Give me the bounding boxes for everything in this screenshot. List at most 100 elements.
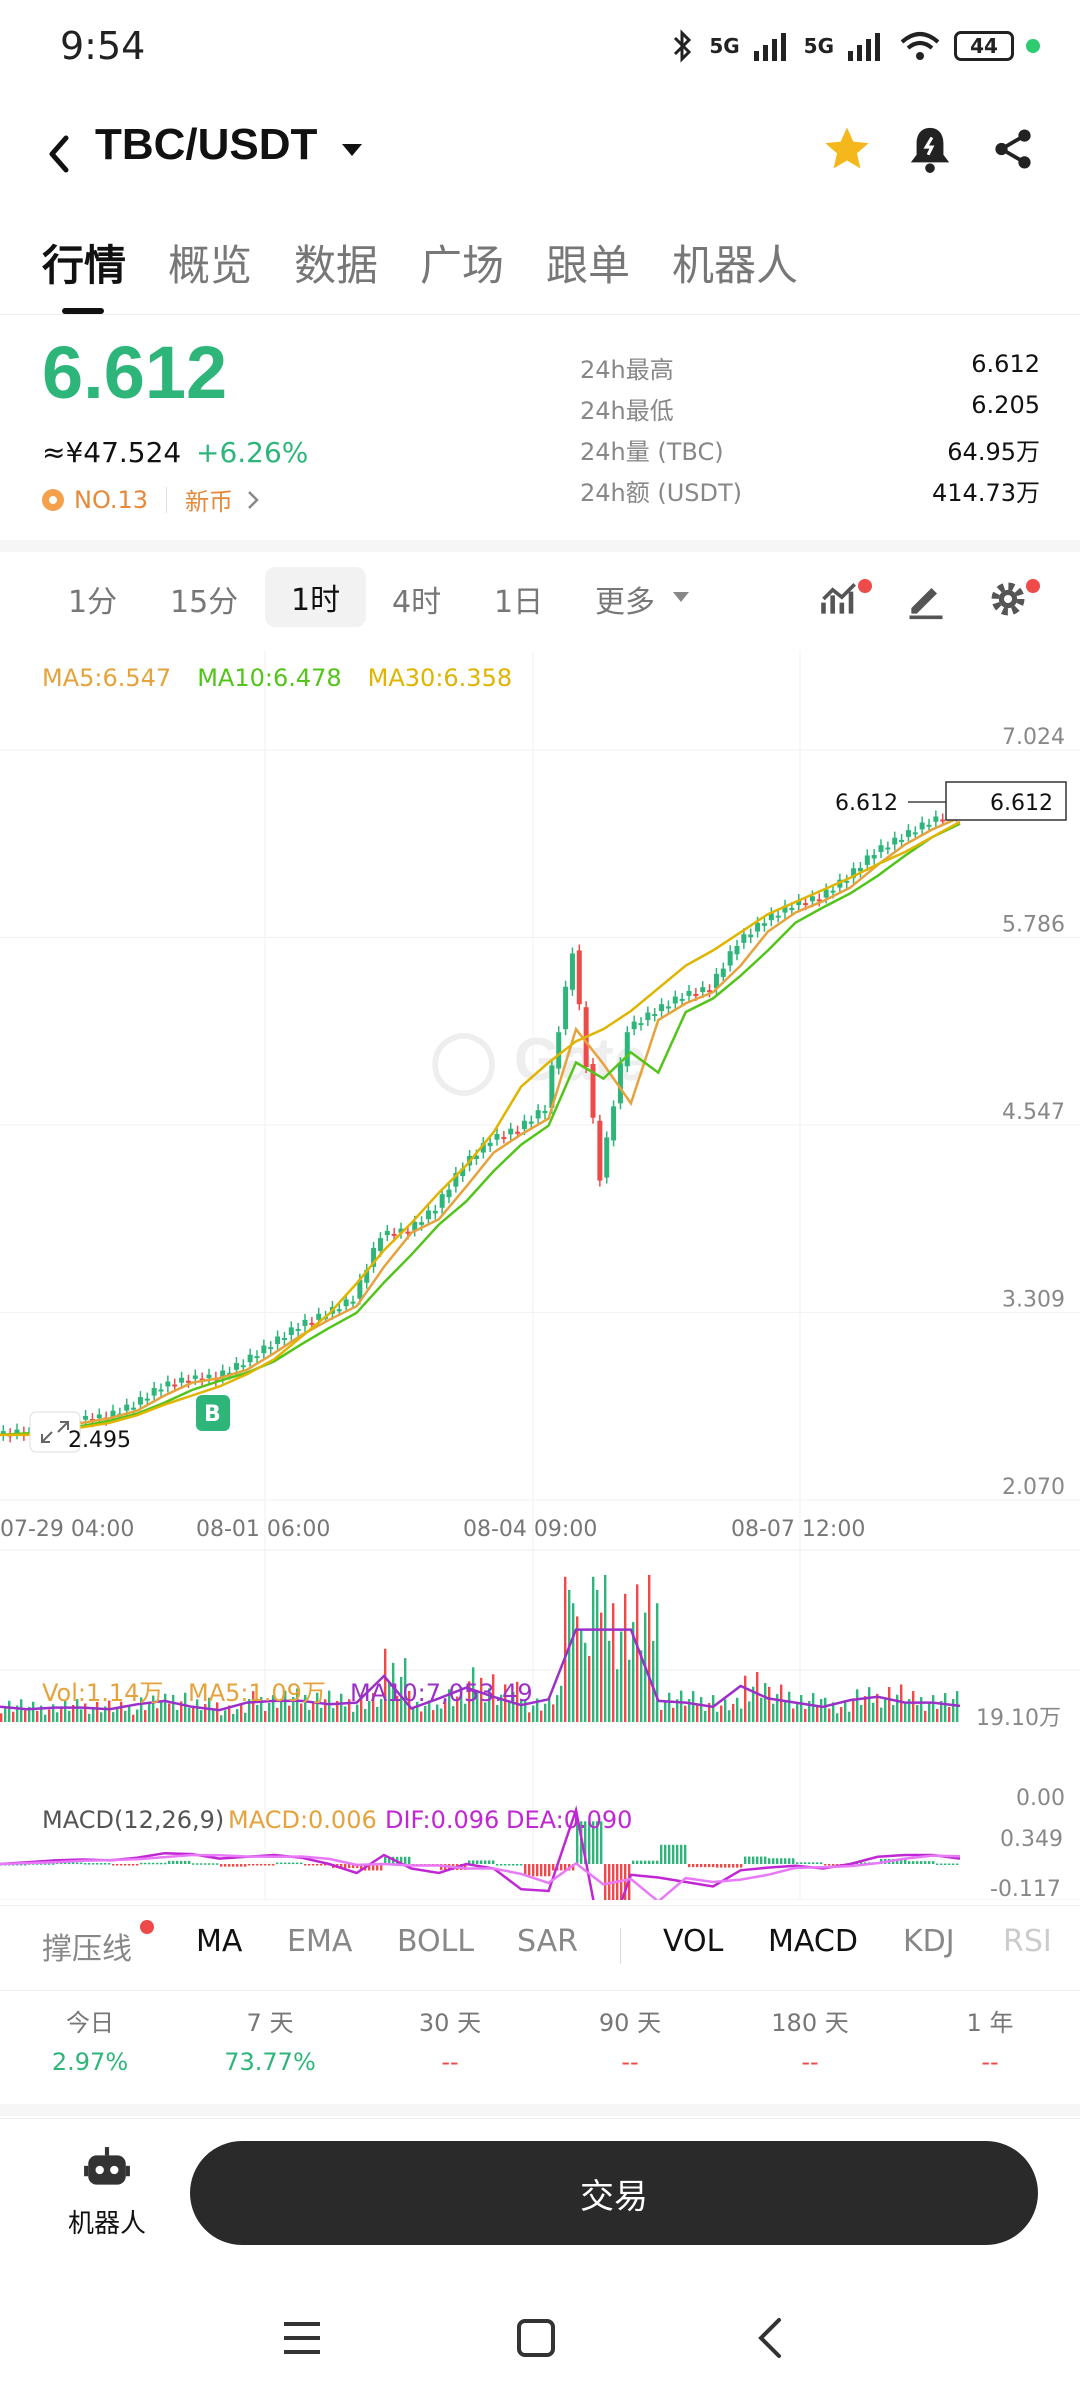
macd-histogram-bar bbox=[756, 1856, 759, 1864]
macd-histogram-bar bbox=[244, 1864, 247, 1867]
candle-body bbox=[206, 1374, 212, 1379]
macd-histogram-bar bbox=[472, 1860, 475, 1864]
candle-body bbox=[844, 880, 850, 883]
macd-histogram-bar bbox=[16, 1864, 19, 1866]
candle-body bbox=[247, 1354, 253, 1363]
timeframe-1h[interactable]: 1时 bbox=[265, 567, 367, 627]
macd-histogram-bar bbox=[116, 1864, 119, 1866]
macd-histogram-bar bbox=[732, 1864, 735, 1868]
kline-chart[interactable]: ◯ Gate 7.024 5.786 4.547 3.309 2.070 07-29 0… bbox=[0, 650, 1080, 1900]
volume-bar bbox=[356, 1704, 359, 1722]
caret-down-icon[interactable] bbox=[672, 591, 690, 603]
candle-body bbox=[851, 868, 857, 878]
volume-bar bbox=[528, 1712, 531, 1722]
candle-body bbox=[652, 1014, 658, 1017]
candle-body bbox=[823, 889, 829, 898]
macd-axis-max: 0.349 bbox=[1000, 1827, 1063, 1852]
y-tick-label: 7.024 bbox=[1002, 725, 1065, 750]
tab-overview[interactable]: 概览 bbox=[168, 241, 253, 290]
macd-histogram-bar bbox=[932, 1861, 935, 1864]
candle-body bbox=[741, 934, 747, 943]
volume-bar bbox=[716, 1711, 719, 1722]
volume-bar bbox=[196, 1699, 199, 1722]
candle-body bbox=[535, 1110, 541, 1119]
volume-bar bbox=[4, 1707, 7, 1722]
macd-histogram-bar bbox=[596, 1821, 599, 1864]
back-button[interactable] bbox=[40, 118, 100, 188]
tab-data[interactable]: 数据 bbox=[294, 241, 379, 290]
volume-bar bbox=[312, 1701, 315, 1722]
macd-histogram-bar bbox=[752, 1856, 755, 1864]
macd-histogram-bar bbox=[296, 1862, 299, 1865]
volume-bar bbox=[864, 1696, 867, 1722]
indicator-ma[interactable]: MA bbox=[196, 1924, 243, 1959]
candle-body bbox=[268, 1347, 274, 1350]
volume-bar bbox=[904, 1702, 907, 1722]
kline-chart-area[interactable]: MA5:6.547 MA10:6.478 MA30:6.358 ◯ Gate 7… bbox=[0, 650, 1080, 1900]
volume-bar bbox=[288, 1705, 291, 1722]
volume-bar bbox=[620, 1631, 623, 1722]
volume-bar bbox=[624, 1593, 627, 1722]
trade-button[interactable]: 交易 bbox=[190, 2141, 1038, 2245]
indicator-macd[interactable]: MACD bbox=[768, 1924, 858, 1959]
stat-key: 24h最高 bbox=[580, 356, 674, 384]
indicator-boll[interactable]: BOLL bbox=[397, 1924, 475, 1959]
macd-histogram-bar bbox=[104, 1863, 107, 1865]
candle-body bbox=[165, 1381, 171, 1387]
volume-bar bbox=[128, 1705, 131, 1722]
macd-histogram-bar bbox=[796, 1862, 799, 1864]
nav-home-button[interactable] bbox=[496, 2298, 576, 2378]
price-alert-button[interactable] bbox=[895, 114, 965, 184]
timeframe-more[interactable]: 更多 bbox=[595, 585, 655, 620]
volume-bar bbox=[36, 1710, 39, 1722]
volume-bar bbox=[940, 1701, 943, 1722]
candle-body bbox=[446, 1189, 452, 1198]
stat-row: 24h量 (TBC) 64.95万 bbox=[580, 432, 1040, 473]
candle-body bbox=[261, 1345, 267, 1354]
volume-bar bbox=[336, 1701, 339, 1722]
nav-back-button[interactable] bbox=[730, 2298, 810, 2378]
share-button[interactable] bbox=[978, 114, 1048, 184]
tab-square[interactable]: 广场 bbox=[420, 241, 505, 290]
timeframe-4h[interactable]: 4时 bbox=[392, 585, 442, 620]
indicator-ema[interactable]: EMA bbox=[287, 1924, 353, 1959]
volume-bar bbox=[872, 1702, 875, 1722]
x-tick-label: 08-01 06:00 bbox=[196, 1517, 330, 1542]
volume-bar bbox=[140, 1697, 143, 1722]
robot-button[interactable]: 机器人 bbox=[52, 2145, 162, 2240]
volume-bar bbox=[240, 1704, 243, 1722]
indicator-kdj[interactable]: KDJ bbox=[903, 1924, 955, 1959]
perf-value: 2.97% bbox=[51, 2048, 129, 2076]
indicator-rsi[interactable]: RSI bbox=[1003, 1924, 1052, 1959]
rank-label: NO.13 bbox=[74, 485, 149, 514]
indicator-sar[interactable]: SAR bbox=[517, 1924, 578, 1959]
rank-badge[interactable]: NO.13 新币 bbox=[42, 482, 263, 517]
pair-title[interactable]: TBC/USDT bbox=[95, 120, 318, 169]
macd-histogram-bar bbox=[936, 1863, 939, 1866]
favorite-button[interactable] bbox=[812, 114, 882, 184]
candle-body bbox=[864, 855, 870, 865]
tab-bot[interactable]: 机器人 bbox=[672, 241, 799, 290]
price-cny: ≈¥47.524 bbox=[42, 436, 182, 469]
y-tick-label: 4.547 bbox=[1002, 1100, 1065, 1125]
candle-body bbox=[350, 1301, 356, 1304]
candle-body bbox=[700, 987, 706, 993]
macd-histogram-bar bbox=[276, 1862, 279, 1865]
bluetooth-icon bbox=[674, 29, 692, 63]
indicator-settings-button[interactable] bbox=[818, 577, 872, 627]
chart-settings-button[interactable] bbox=[986, 577, 1040, 627]
timeframe-1d[interactable]: 1日 bbox=[494, 585, 544, 620]
caret-down-icon[interactable] bbox=[340, 142, 364, 158]
indicator-vol[interactable]: VOL bbox=[663, 1924, 724, 1959]
candle-body bbox=[316, 1313, 322, 1320]
tab-market[interactable]: 行情 bbox=[42, 241, 127, 290]
tab-copy-trade[interactable]: 跟单 bbox=[546, 241, 631, 290]
macd-histogram-bar bbox=[144, 1862, 147, 1865]
timeframe-1m[interactable]: 1分 bbox=[68, 585, 118, 620]
volume-bar bbox=[524, 1700, 527, 1722]
timeframe-15m[interactable]: 15分 bbox=[170, 585, 239, 620]
nav-menu-button[interactable] bbox=[262, 2298, 342, 2378]
indicator-support-resistance[interactable]: 撑压线 bbox=[42, 1932, 132, 1967]
drawing-tool-button[interactable] bbox=[904, 577, 954, 627]
volume-bar bbox=[472, 1667, 475, 1722]
